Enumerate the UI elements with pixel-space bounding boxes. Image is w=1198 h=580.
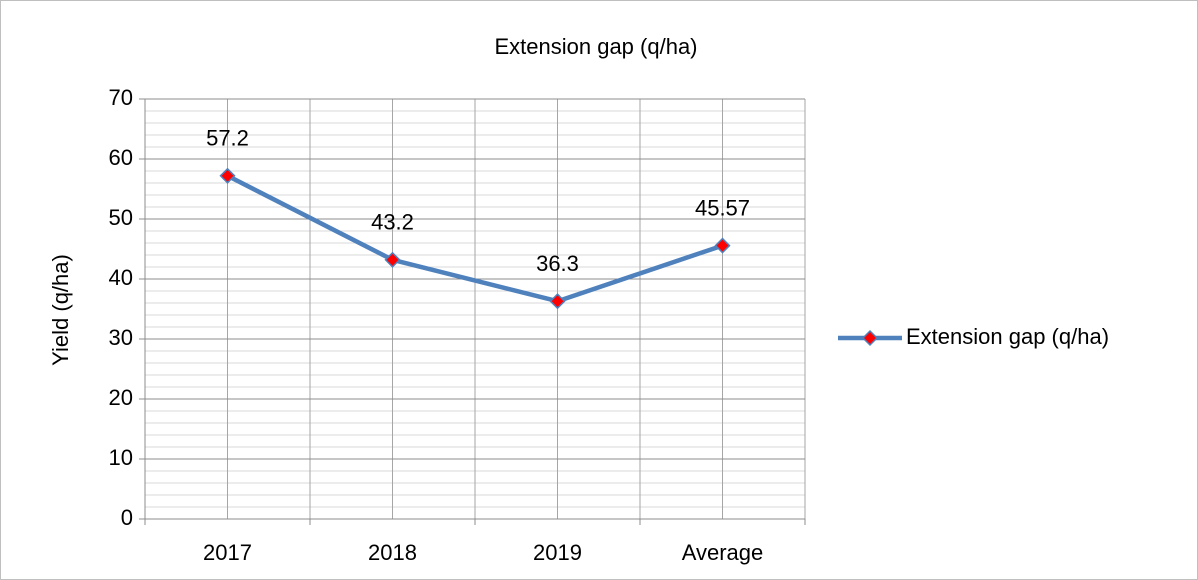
legend-marker xyxy=(861,329,879,347)
series-line xyxy=(226,173,724,304)
y-tick-label: 50 xyxy=(109,205,133,230)
marker xyxy=(384,251,401,268)
y-tick-label: 70 xyxy=(109,85,133,110)
y-tick-label: 60 xyxy=(109,145,133,170)
y-tick-label: 0 xyxy=(121,505,133,530)
y-tick-label: 40 xyxy=(109,265,133,290)
marker xyxy=(714,237,731,254)
y-axis-label: Yield (q/ha) xyxy=(48,254,73,366)
data-label: 36.3 xyxy=(536,251,579,276)
y-tick-label: 30 xyxy=(109,325,133,350)
x-tick-label: 2018 xyxy=(368,540,417,565)
y-tick-label: 20 xyxy=(109,385,133,410)
x-tick-label: 2017 xyxy=(203,540,252,565)
y-tick-label: 10 xyxy=(109,445,133,470)
x-tick-label: Average xyxy=(682,540,764,565)
marker xyxy=(549,293,566,310)
legend-label: Extension gap (q/ha) xyxy=(906,324,1109,349)
chart-title: Extension gap (q/ha) xyxy=(494,34,697,59)
marker xyxy=(219,167,236,184)
data-label: 43.2 xyxy=(371,210,414,235)
data-label: 45.57 xyxy=(695,195,750,220)
data-label: 57.2 xyxy=(206,126,249,151)
x-tick-label: 2019 xyxy=(533,540,582,565)
